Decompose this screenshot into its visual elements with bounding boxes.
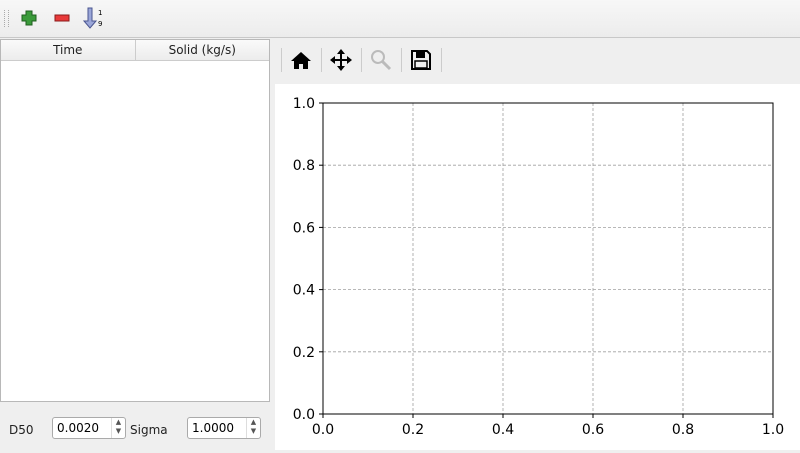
add-icon [21, 10, 37, 26]
home-button[interactable] [286, 46, 316, 74]
column-header-time[interactable]: Time [53, 43, 83, 57]
data-table[interactable]: Time Solid (kg/s) [0, 39, 270, 402]
y-tick-label: 0.2 [293, 345, 315, 361]
home-icon [291, 52, 311, 69]
d50-stepper-arrows[interactable]: ▲ ▼ [111, 418, 125, 438]
remove-icon [54, 14, 70, 22]
pan-button[interactable] [326, 46, 356, 74]
x-tick-label: 0.6 [582, 422, 604, 438]
sigma-stepper-arrows[interactable]: ▲ ▼ [246, 418, 260, 438]
separator [441, 48, 442, 72]
y-tick-label: 0.8 [293, 158, 315, 174]
svg-text:9: 9 [98, 20, 102, 28]
plot-toolbar [275, 38, 800, 84]
separator [361, 48, 362, 72]
column-header-solid[interactable]: Solid (kg/s) [134, 40, 270, 60]
x-tick-label: 0.8 [672, 422, 694, 438]
save-icon [411, 50, 431, 70]
sort-ascending-icon: 19 [83, 7, 102, 29]
y-tick-label: 0.0 [293, 407, 315, 423]
zoom-button[interactable] [366, 46, 396, 74]
d50-input[interactable] [57, 419, 109, 437]
x-tick-label: 1.0 [762, 422, 784, 438]
plot-figure[interactable]: 0.0 0.2 0.4 0.6 0.8 1.0 0.0 0.2 0.4 0.6 0.8 1.0 [275, 84, 800, 450]
sigma-label: Sigma [130, 423, 168, 437]
toolbar-grip[interactable] [4, 10, 9, 27]
separator [281, 48, 282, 72]
zoom-icon [371, 50, 392, 71]
sigma-spinbox[interactable]: ▲▼ [187, 417, 261, 439]
sigma-input[interactable] [192, 419, 244, 437]
separator [321, 48, 322, 72]
separator [401, 48, 402, 72]
axes-frame [322, 102, 774, 415]
pan-icon [330, 49, 352, 71]
save-button[interactable] [406, 46, 436, 74]
x-tick-label: 0.2 [402, 422, 424, 438]
y-tick-label: 0.6 [293, 220, 315, 236]
plot-axes[interactable]: 0.0 0.2 0.4 0.6 0.8 1.0 0.0 0.2 0.4 0.6 0.8 1.0 [275, 84, 800, 450]
d50-spinbox[interactable]: ▲▼ [52, 417, 126, 439]
add-row-button[interactable] [17, 6, 41, 30]
d50-label: D50 [9, 423, 34, 437]
svg-text:1: 1 [98, 9, 102, 17]
x-tick-label: 0.0 [312, 422, 334, 438]
x-tick-label: 0.4 [492, 422, 514, 438]
y-tick-label: 0.4 [293, 283, 315, 299]
remove-row-button[interactable] [50, 6, 74, 30]
y-tick-label: 1.0 [293, 96, 315, 112]
